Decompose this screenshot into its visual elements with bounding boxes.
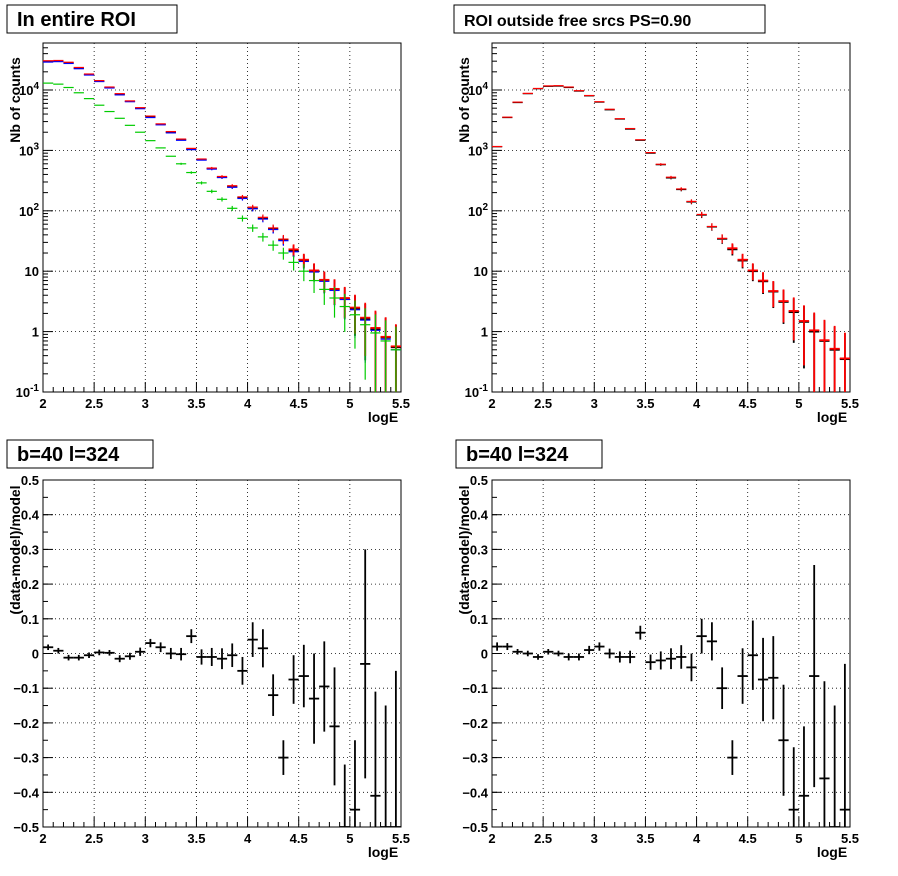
y-tick-label: −0.5 <box>13 820 39 835</box>
title-box <box>6 439 154 469</box>
y-tick-label: 0.3 <box>21 542 39 557</box>
y-tick-label: 104 <box>19 81 39 98</box>
chart-title: In entire ROI <box>17 9 136 31</box>
y-tick-label: 0.4 <box>470 508 489 523</box>
x-tick-label: 5 <box>795 831 802 846</box>
y-tick-label: 0.5 <box>470 473 488 488</box>
x-tick-label: 4.5 <box>290 831 308 846</box>
y-tick-label: 102 <box>468 202 488 219</box>
x-tick-label: 3.5 <box>636 831 654 846</box>
x-tick-label: 2 <box>488 396 495 411</box>
chart-panel-2: 2 2.5 3 3.5 4 4.5 5 5.5 10-1 1 10 102 103 104 ROI outs… <box>453 4 859 425</box>
x-tick-label: 3.5 <box>187 396 205 411</box>
x-tick-label: 3 <box>142 831 149 846</box>
y-tick-label: 0.5 <box>21 473 39 488</box>
chart-title: b=40 l=324 <box>17 444 120 466</box>
y-tick-label: 103 <box>19 141 39 158</box>
y-tick-label: −0.3 <box>13 751 39 766</box>
x-tick-label: 3 <box>142 396 149 411</box>
x-tick-label: 2.5 <box>534 396 552 411</box>
x-tick-label: 2.5 <box>85 396 103 411</box>
data-marks <box>492 565 850 827</box>
data-marks <box>43 59 401 392</box>
x-tick-label: 5 <box>346 396 353 411</box>
x-axis-label: logE <box>368 409 398 425</box>
x-tick-label: 2 <box>488 831 495 846</box>
x-tick-label: 4 <box>244 831 252 846</box>
data-marks <box>492 85 850 392</box>
chart-panel-4: 2 2.5 3 3.5 4 4.5 5 5.5 −0.5 −0.4 −0.3 −0.2 −0.1 0 0.1… <box>455 439 859 860</box>
x-tick-label: 2 <box>39 396 46 411</box>
x-tick-label: 2 <box>39 831 46 846</box>
x-tick-label: 5 <box>795 396 802 411</box>
x-tick-label: 5.5 <box>841 396 859 411</box>
y-tick-label: 0.1 <box>21 612 39 627</box>
x-tick-label: 3 <box>591 396 598 411</box>
y-tick-label: 103 <box>468 141 488 158</box>
y-axis-label: Nb of counts <box>456 57 472 143</box>
chart-title: ROI outside free srcs PS=0.90 <box>464 13 691 30</box>
y-tick-label: 10 <box>474 264 488 279</box>
y-tick-label: 10-1 <box>465 383 489 400</box>
y-tick-label: 104 <box>468 81 488 98</box>
y-tick-label: −0.2 <box>462 716 488 731</box>
y-tick-label: 0.2 <box>21 577 39 592</box>
y-tick-label: −0.5 <box>462 820 488 835</box>
y-tick-label: 10-1 <box>16 383 40 400</box>
x-tick-label: 4 <box>244 396 252 411</box>
y-tick-label: 0 <box>481 647 488 662</box>
x-tick-label: 5.5 <box>392 831 410 846</box>
y-tick-label: −0.2 <box>13 716 39 731</box>
x-axis-label: logE <box>817 409 847 425</box>
x-tick-label: 4.5 <box>739 396 757 411</box>
y-axis-label: (data-model)/model <box>456 485 472 614</box>
y-tick-label: 0.2 <box>470 577 488 592</box>
x-tick-label: 3 <box>591 831 598 846</box>
x-tick-label: 4 <box>693 396 701 411</box>
y-tick-label: −0.3 <box>462 751 488 766</box>
y-tick-label: −0.1 <box>462 681 488 696</box>
y-axis-label: Nb of counts <box>7 57 23 143</box>
x-axis-label: logE <box>817 844 847 860</box>
y-tick-label: −0.4 <box>462 785 488 800</box>
x-tick-label: 5 <box>346 831 353 846</box>
x-tick-label: 5.5 <box>392 396 410 411</box>
chart-panel-3: 2 2.5 3 3.5 4 4.5 5 5.5 −0.5 −0.4 −0.3 −0.2 −0.1 0 0.1… <box>6 439 410 860</box>
y-tick-label: 0.1 <box>470 612 488 627</box>
chart-title: b=40 l=324 <box>466 444 569 466</box>
plot-frame <box>491 42 851 393</box>
x-tick-label: 3.5 <box>636 396 654 411</box>
x-tick-label: 4.5 <box>290 396 308 411</box>
x-tick-label: 2.5 <box>85 831 103 846</box>
x-tick-label: 4 <box>693 831 701 846</box>
chart-panel-1: 2 2.5 3 3.5 4 4.5 5 5.5 10-1 1 10 102 103 104 In entir… <box>6 4 410 425</box>
x-tick-label: 3.5 <box>187 831 205 846</box>
x-tick-label: 4.5 <box>739 831 757 846</box>
y-tick-label: 0.4 <box>21 508 40 523</box>
y-tick-label: 102 <box>19 202 39 219</box>
title-box <box>455 439 603 469</box>
y-tick-label: −0.4 <box>13 785 39 800</box>
data-marks <box>43 549 401 827</box>
y-axis-label: (data-model)/model <box>7 485 23 614</box>
y-tick-label: 1 <box>481 325 488 340</box>
x-axis-label: logE <box>368 844 398 860</box>
plot-frame <box>42 42 402 393</box>
title-box <box>453 4 766 34</box>
y-tick-label: 0.3 <box>470 542 488 557</box>
y-tick-label: −0.1 <box>13 681 39 696</box>
y-tick-label: 1 <box>32 325 39 340</box>
x-tick-label: 5.5 <box>841 831 859 846</box>
y-tick-label: 0 <box>32 647 39 662</box>
x-tick-label: 2.5 <box>534 831 552 846</box>
title-box <box>6 4 178 34</box>
y-tick-label: 10 <box>25 264 39 279</box>
